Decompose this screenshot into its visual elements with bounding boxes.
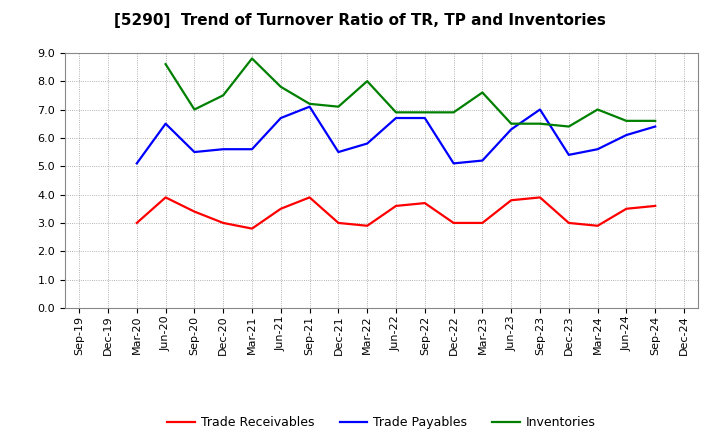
- Inventories: [248, 56, 256, 61]
- Trade Receivables: [651, 203, 660, 209]
- Trade Receivables: [392, 203, 400, 209]
- Inventories: [593, 107, 602, 112]
- Trade Receivables: [363, 223, 372, 228]
- Inventories: [363, 78, 372, 84]
- Trade Payables: [420, 115, 429, 121]
- Trade Receivables: [593, 223, 602, 228]
- Line: Trade Receivables: Trade Receivables: [137, 198, 655, 229]
- Trade Payables: [478, 158, 487, 163]
- Inventories: [564, 124, 573, 129]
- Trade Receivables: [507, 198, 516, 203]
- Inventories: [161, 62, 170, 67]
- Trade Receivables: [478, 220, 487, 226]
- Trade Receivables: [564, 220, 573, 226]
- Inventories: [276, 84, 285, 89]
- Trade Payables: [449, 161, 458, 166]
- Trade Payables: [248, 147, 256, 152]
- Trade Payables: [276, 115, 285, 121]
- Inventories: [219, 93, 228, 98]
- Inventories: [334, 104, 343, 109]
- Trade Receivables: [190, 209, 199, 214]
- Inventories: [478, 90, 487, 95]
- Inventories: [449, 110, 458, 115]
- Inventories: [305, 101, 314, 106]
- Trade Payables: [161, 121, 170, 126]
- Legend: Trade Receivables, Trade Payables, Inventories: Trade Receivables, Trade Payables, Inven…: [162, 411, 601, 434]
- Trade Payables: [363, 141, 372, 146]
- Inventories: [190, 107, 199, 112]
- Trade Payables: [190, 150, 199, 155]
- Trade Receivables: [132, 220, 141, 226]
- Trade Receivables: [161, 195, 170, 200]
- Trade Payables: [305, 104, 314, 109]
- Trade Receivables: [276, 206, 285, 211]
- Trade Payables: [132, 161, 141, 166]
- Trade Payables: [564, 152, 573, 158]
- Inventories: [622, 118, 631, 124]
- Inventories: [420, 110, 429, 115]
- Trade Payables: [651, 124, 660, 129]
- Trade Receivables: [622, 206, 631, 211]
- Line: Trade Payables: Trade Payables: [137, 106, 655, 163]
- Trade Payables: [219, 147, 228, 152]
- Trade Payables: [507, 127, 516, 132]
- Inventories: [651, 118, 660, 124]
- Trade Receivables: [334, 220, 343, 226]
- Text: [5290]  Trend of Turnover Ratio of TR, TP and Inventories: [5290] Trend of Turnover Ratio of TR, TP…: [114, 13, 606, 28]
- Trade Receivables: [420, 201, 429, 206]
- Trade Receivables: [219, 220, 228, 226]
- Trade Receivables: [248, 226, 256, 231]
- Trade Receivables: [305, 195, 314, 200]
- Line: Inventories: Inventories: [166, 59, 655, 127]
- Trade Payables: [622, 132, 631, 138]
- Trade Receivables: [536, 195, 544, 200]
- Trade Payables: [334, 150, 343, 155]
- Trade Payables: [392, 115, 400, 121]
- Trade Payables: [593, 147, 602, 152]
- Inventories: [536, 121, 544, 126]
- Inventories: [507, 121, 516, 126]
- Inventories: [392, 110, 400, 115]
- Trade Payables: [536, 107, 544, 112]
- Trade Receivables: [449, 220, 458, 226]
